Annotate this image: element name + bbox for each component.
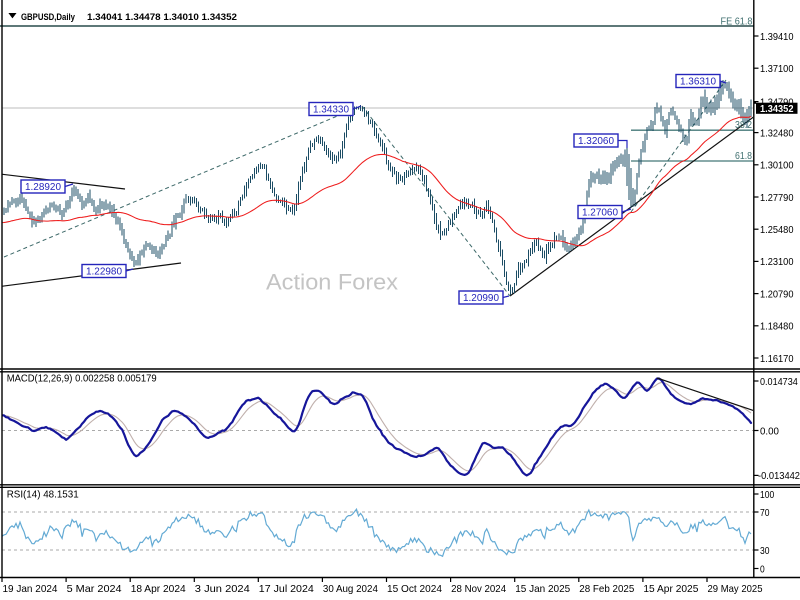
- svg-text:70: 70: [760, 507, 770, 519]
- svg-text:0: 0: [760, 563, 765, 575]
- svg-text:28 Nov 2024: 28 Nov 2024: [451, 583, 506, 595]
- svg-text:38.2: 38.2: [735, 119, 752, 131]
- svg-text:1.36310: 1.36310: [680, 75, 716, 87]
- svg-text:Action Forex: Action Forex: [266, 270, 398, 295]
- svg-text:1.32060: 1.32060: [578, 135, 614, 147]
- svg-text:1.28920: 1.28920: [25, 181, 61, 193]
- svg-text:1.39410: 1.39410: [760, 31, 794, 43]
- svg-text:1.16170: 1.16170: [760, 353, 794, 365]
- svg-text:1.34352: 1.34352: [760, 103, 794, 115]
- svg-text:5 Mar 2024: 5 Mar 2024: [67, 583, 122, 595]
- svg-text:28 Feb 2025: 28 Feb 2025: [579, 583, 634, 595]
- svg-text:MACD(12,26,9) 0.002258 0.00517: MACD(12,26,9) 0.002258 0.005179: [7, 373, 157, 385]
- svg-text:29 May 2025: 29 May 2025: [708, 583, 763, 595]
- svg-text:15 Apr 2025: 15 Apr 2025: [643, 583, 698, 595]
- svg-text:FE 61.8: FE 61.8: [721, 16, 753, 28]
- svg-text:-0.013442: -0.013442: [758, 470, 800, 482]
- svg-text:1.37100: 1.37100: [760, 63, 794, 75]
- svg-text:15 Oct 2024: 15 Oct 2024: [387, 583, 442, 595]
- svg-text:100: 100: [760, 489, 774, 501]
- svg-text:1.30100: 1.30100: [760, 160, 794, 172]
- svg-text:0.00: 0.00: [760, 425, 779, 437]
- svg-text:1.27060: 1.27060: [582, 206, 618, 218]
- svg-text:1.23100: 1.23100: [760, 256, 794, 268]
- svg-text:1.18480: 1.18480: [760, 321, 794, 333]
- svg-text:RSI(14) 48.1531: RSI(14) 48.1531: [7, 489, 79, 501]
- svg-text:15 Jan 2025: 15 Jan 2025: [515, 583, 570, 595]
- svg-text:1.32480: 1.32480: [760, 127, 794, 139]
- svg-text:30 Aug 2024: 30 Aug 2024: [323, 583, 378, 595]
- svg-text:1.34041 1.34478 1.34010 1.3435: 1.34041 1.34478 1.34010 1.34352: [87, 12, 237, 22]
- svg-text:1.22980: 1.22980: [86, 265, 122, 277]
- svg-text:1.34330: 1.34330: [313, 103, 349, 115]
- svg-text:17 Jul 2024: 17 Jul 2024: [259, 583, 314, 595]
- svg-text:1.20990: 1.20990: [463, 292, 499, 304]
- svg-text:18 Apr 2024: 18 Apr 2024: [131, 583, 186, 595]
- svg-text:1.25480: 1.25480: [760, 224, 794, 236]
- svg-text:61.8: 61.8: [735, 150, 752, 162]
- svg-text:1.20790: 1.20790: [760, 288, 794, 300]
- svg-text:30: 30: [760, 545, 770, 557]
- svg-text:1.27790: 1.27790: [760, 192, 794, 204]
- svg-text:19 Jan 2024: 19 Jan 2024: [3, 583, 58, 595]
- svg-text:0.014734: 0.014734: [760, 376, 798, 388]
- svg-text:3 Jun 2024: 3 Jun 2024: [195, 583, 250, 595]
- svg-text:GBPUSD,Daily: GBPUSD,Daily: [21, 12, 75, 22]
